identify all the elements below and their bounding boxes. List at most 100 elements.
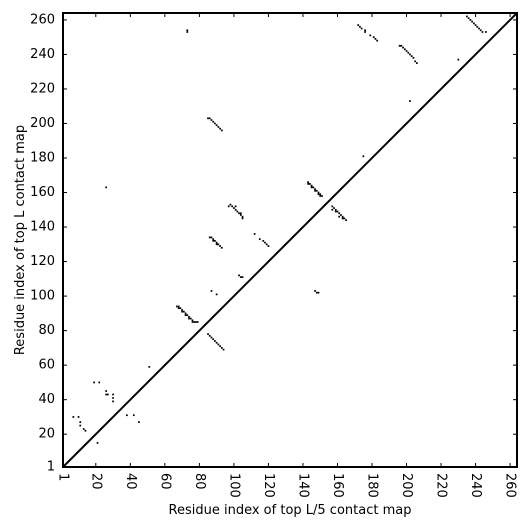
contact (191, 321, 194, 323)
contact (79, 424, 82, 427)
contact (334, 208, 337, 211)
contact (398, 44, 401, 47)
contact (195, 321, 197, 323)
contact (362, 155, 365, 158)
contact (220, 347, 223, 349)
contact (236, 210, 239, 213)
contact (410, 55, 413, 58)
contact (186, 29, 189, 32)
contact (189, 317, 192, 320)
contact (184, 314, 187, 316)
contact (400, 44, 403, 47)
contact (312, 186, 315, 189)
contact (112, 400, 114, 403)
contact (181, 310, 183, 313)
contact (239, 214, 242, 216)
contact (212, 240, 215, 242)
contact (267, 245, 270, 247)
contact (234, 205, 237, 208)
contact (364, 29, 366, 32)
contact (403, 48, 406, 51)
contact (217, 243, 220, 246)
contact (466, 15, 468, 18)
contact (107, 393, 109, 396)
contact (469, 19, 472, 21)
contact (212, 338, 215, 341)
contact (208, 334, 211, 337)
contact (340, 214, 342, 216)
contact (239, 276, 242, 278)
contact (481, 31, 484, 33)
contact (479, 29, 482, 32)
contact (222, 348, 225, 351)
y-tick-label: 160 (30, 185, 55, 200)
y-tick-label: 260 (30, 12, 55, 27)
contact (215, 124, 218, 127)
x-tick-label: 200 (399, 473, 414, 498)
contact (416, 62, 418, 64)
x-tick-label: 220 (434, 473, 449, 498)
contact (314, 290, 316, 292)
x-tick-label: 140 (295, 473, 310, 498)
y-axis-label: Residue index of top L contact map (13, 125, 28, 355)
contact (376, 39, 379, 42)
contact (334, 210, 337, 213)
contact (405, 50, 408, 52)
contact (467, 17, 470, 20)
contact (219, 345, 221, 348)
contact (238, 274, 240, 277)
contact (72, 416, 75, 418)
contact (474, 24, 477, 26)
contact (132, 414, 135, 417)
contact (241, 276, 244, 278)
contact (148, 366, 151, 368)
contact (212, 238, 215, 240)
contact (307, 181, 309, 184)
contact (314, 189, 316, 192)
contact (372, 36, 375, 39)
contact (359, 25, 361, 28)
contact (219, 245, 221, 247)
contact (338, 215, 341, 218)
contact (341, 217, 344, 220)
contact (182, 310, 185, 313)
y-tick-label: 1 (47, 460, 55, 475)
y-tick-label: 220 (30, 81, 55, 96)
contact (98, 381, 101, 384)
y-tick-label: 40 (38, 392, 55, 407)
contact (138, 421, 140, 423)
contact (336, 210, 339, 213)
contact (105, 186, 108, 189)
contact (331, 205, 334, 208)
contact (214, 122, 216, 125)
contact (317, 291, 320, 294)
contact (214, 340, 216, 342)
contact (84, 429, 87, 432)
contact (184, 312, 187, 315)
contact (333, 207, 335, 209)
contact (217, 343, 220, 346)
diagonal (62, 12, 518, 468)
contact (414, 60, 417, 63)
y-tick-label: 180 (30, 151, 55, 166)
contact (208, 117, 211, 120)
contact (315, 291, 318, 294)
y-tick-label: 20 (38, 427, 55, 442)
y-tick-label: 140 (30, 220, 55, 235)
contact (215, 293, 218, 296)
contact (241, 217, 244, 220)
x-tick-label: 160 (330, 473, 345, 498)
contact (93, 381, 95, 384)
contact (321, 195, 323, 197)
y-tick-label: 100 (30, 289, 55, 304)
contact (360, 27, 363, 30)
contact (238, 212, 240, 215)
contact (186, 31, 189, 33)
contact (179, 307, 182, 310)
contact (314, 188, 316, 190)
contact (229, 203, 232, 206)
contact (181, 309, 183, 311)
contact (264, 241, 266, 244)
contact (319, 193, 322, 196)
x-tick-label: 1 (56, 473, 71, 481)
